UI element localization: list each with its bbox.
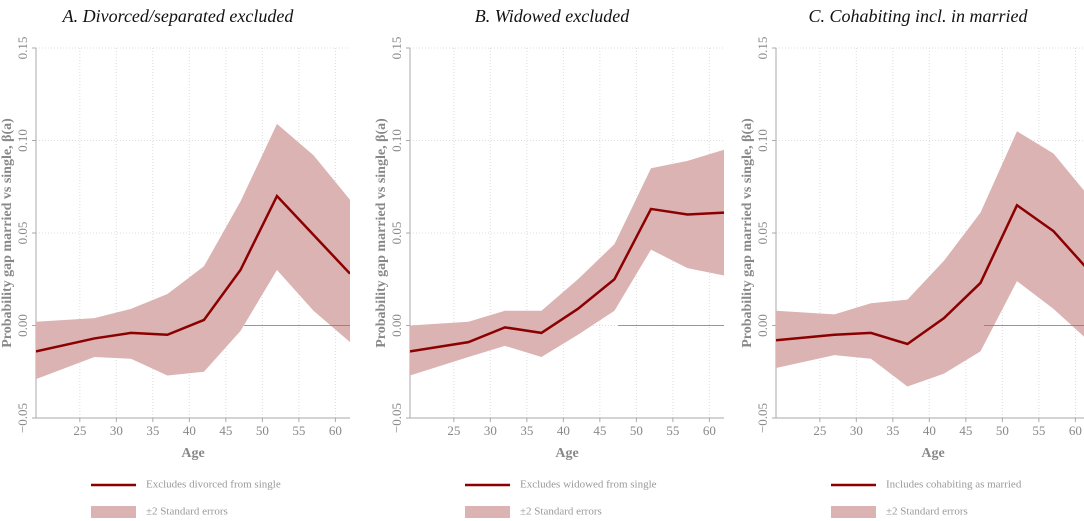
panel-title: C. Cohabiting incl. in married — [808, 6, 1028, 26]
x-tick-label: 25 — [447, 423, 460, 438]
x-tick-label: 45 — [219, 423, 232, 438]
legend-band — [91, 506, 136, 518]
y-axis-label: Probability gap married vs single, β(a) — [740, 118, 755, 348]
y-tick-label: 0.10 — [755, 129, 770, 152]
y-tick-label: 0.00 — [389, 314, 404, 337]
y-tick-label: 0.15 — [755, 37, 770, 60]
x-tick-label: 40 — [183, 423, 196, 438]
x-tick-label: 45 — [593, 423, 606, 438]
series-line — [36, 193, 350, 353]
legend-label: Excludes divorced from single — [146, 479, 281, 491]
y-tick-label: −0.05 — [389, 403, 404, 433]
x-tick-label: 55 — [1032, 423, 1045, 438]
legend-band — [831, 506, 876, 518]
x-tick-label: 30 — [850, 423, 863, 438]
y-tick-label: 0.00 — [755, 314, 770, 337]
legend-label: Excludes widowed from single — [520, 479, 657, 491]
series-line — [410, 207, 724, 353]
x-tick-label: 60 — [1069, 423, 1082, 438]
legend-band — [465, 506, 510, 518]
x-tick-label: 30 — [110, 423, 123, 438]
y-tick-label: 0.10 — [15, 129, 30, 152]
legend-label: ±2 Standard errors — [520, 506, 602, 518]
y-tick-label: −0.05 — [755, 403, 770, 433]
x-tick-label: 25 — [813, 423, 826, 438]
y-tick-label: −0.05 — [15, 403, 30, 433]
x-axis-label: Age — [921, 446, 944, 461]
x-tick-label: 50 — [996, 423, 1009, 438]
x-axis-label: Age — [555, 446, 578, 461]
error-band — [776, 131, 1084, 387]
y-axis-label: Probability gap married vs single, β(a) — [0, 118, 15, 348]
x-tick-label: 60 — [329, 423, 342, 438]
x-tick-label: 35 — [520, 423, 533, 438]
legend-label: ±2 Standard errors — [886, 506, 968, 518]
x-tick-label: 50 — [256, 423, 269, 438]
x-tick-label: 60 — [703, 423, 716, 438]
x-tick-label: 25 — [73, 423, 86, 438]
series-line — [776, 203, 1084, 346]
x-tick-label: 45 — [959, 423, 972, 438]
y-tick-label: 0.05 — [389, 222, 404, 245]
x-tick-label: 55 — [292, 423, 305, 438]
x-tick-label: 35 — [146, 423, 159, 438]
y-tick-label: 0.05 — [755, 222, 770, 245]
panel-title: B. Widowed excluded — [475, 6, 630, 26]
y-tick-label: 0.05 — [15, 222, 30, 245]
x-tick-label: 40 — [557, 423, 570, 438]
error-band — [410, 149, 724, 376]
panel-title: A. Divorced/separated excluded — [62, 6, 295, 26]
y-tick-label: 0.00 — [15, 314, 30, 337]
y-tick-label: 0.15 — [15, 37, 30, 60]
y-axis-label: Probability gap married vs single, β(a) — [374, 118, 389, 348]
x-axis-label: Age — [181, 446, 204, 461]
y-tick-label: 0.15 — [389, 37, 404, 60]
legend-label: ±2 Standard errors — [146, 506, 228, 518]
x-tick-label: 30 — [484, 423, 497, 438]
x-tick-label: 55 — [666, 423, 679, 438]
legend-label: Includes cohabiting as married — [886, 479, 1022, 491]
x-tick-label: 50 — [630, 423, 643, 438]
x-tick-label: 40 — [923, 423, 936, 438]
y-tick-label: 0.10 — [389, 129, 404, 152]
x-tick-label: 35 — [886, 423, 899, 438]
error-band — [36, 123, 350, 380]
